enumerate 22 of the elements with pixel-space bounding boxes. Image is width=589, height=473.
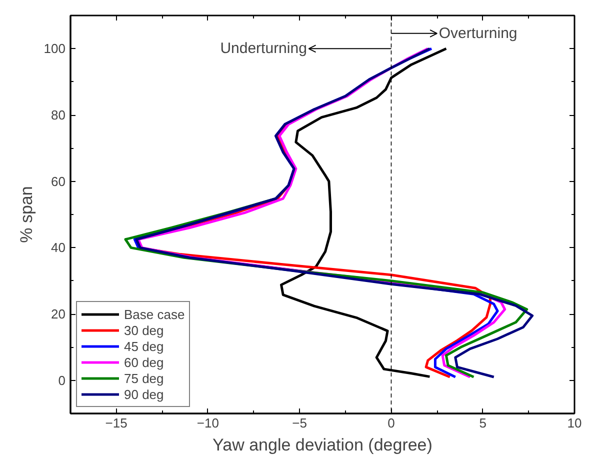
y-tick-label: 20 [51,306,66,322]
x-tick-label: −5 [292,416,308,430]
x-axis-title: Yaw angle deviation (degree) [212,436,432,454]
y-tick-label: 100 [44,41,66,56]
y-tick-label: 0 [58,372,66,388]
y-tick-label: 60 [51,174,66,189]
y-tick-label: 40 [51,240,66,256]
annotation: Overturning [438,24,518,42]
legend-label: 75 deg [124,370,164,386]
x-tick-label: 0 [388,416,395,430]
x-tick-label: 5 [479,416,486,430]
x-tick-label: −15 [105,416,128,430]
legend-label: Base case [124,306,185,322]
legend-label: 60 deg [124,354,164,370]
y-axis-title: % span [16,186,36,243]
legend-label: 45 deg [124,338,164,354]
y-tick-label: 80 [51,108,66,122]
annotation: Underturning [220,40,307,58]
x-tick-label: 10 [567,416,582,430]
legend-label: 30 deg [124,322,164,338]
legend-label: 90 deg [124,386,164,402]
x-tick-label: −10 [196,416,219,430]
